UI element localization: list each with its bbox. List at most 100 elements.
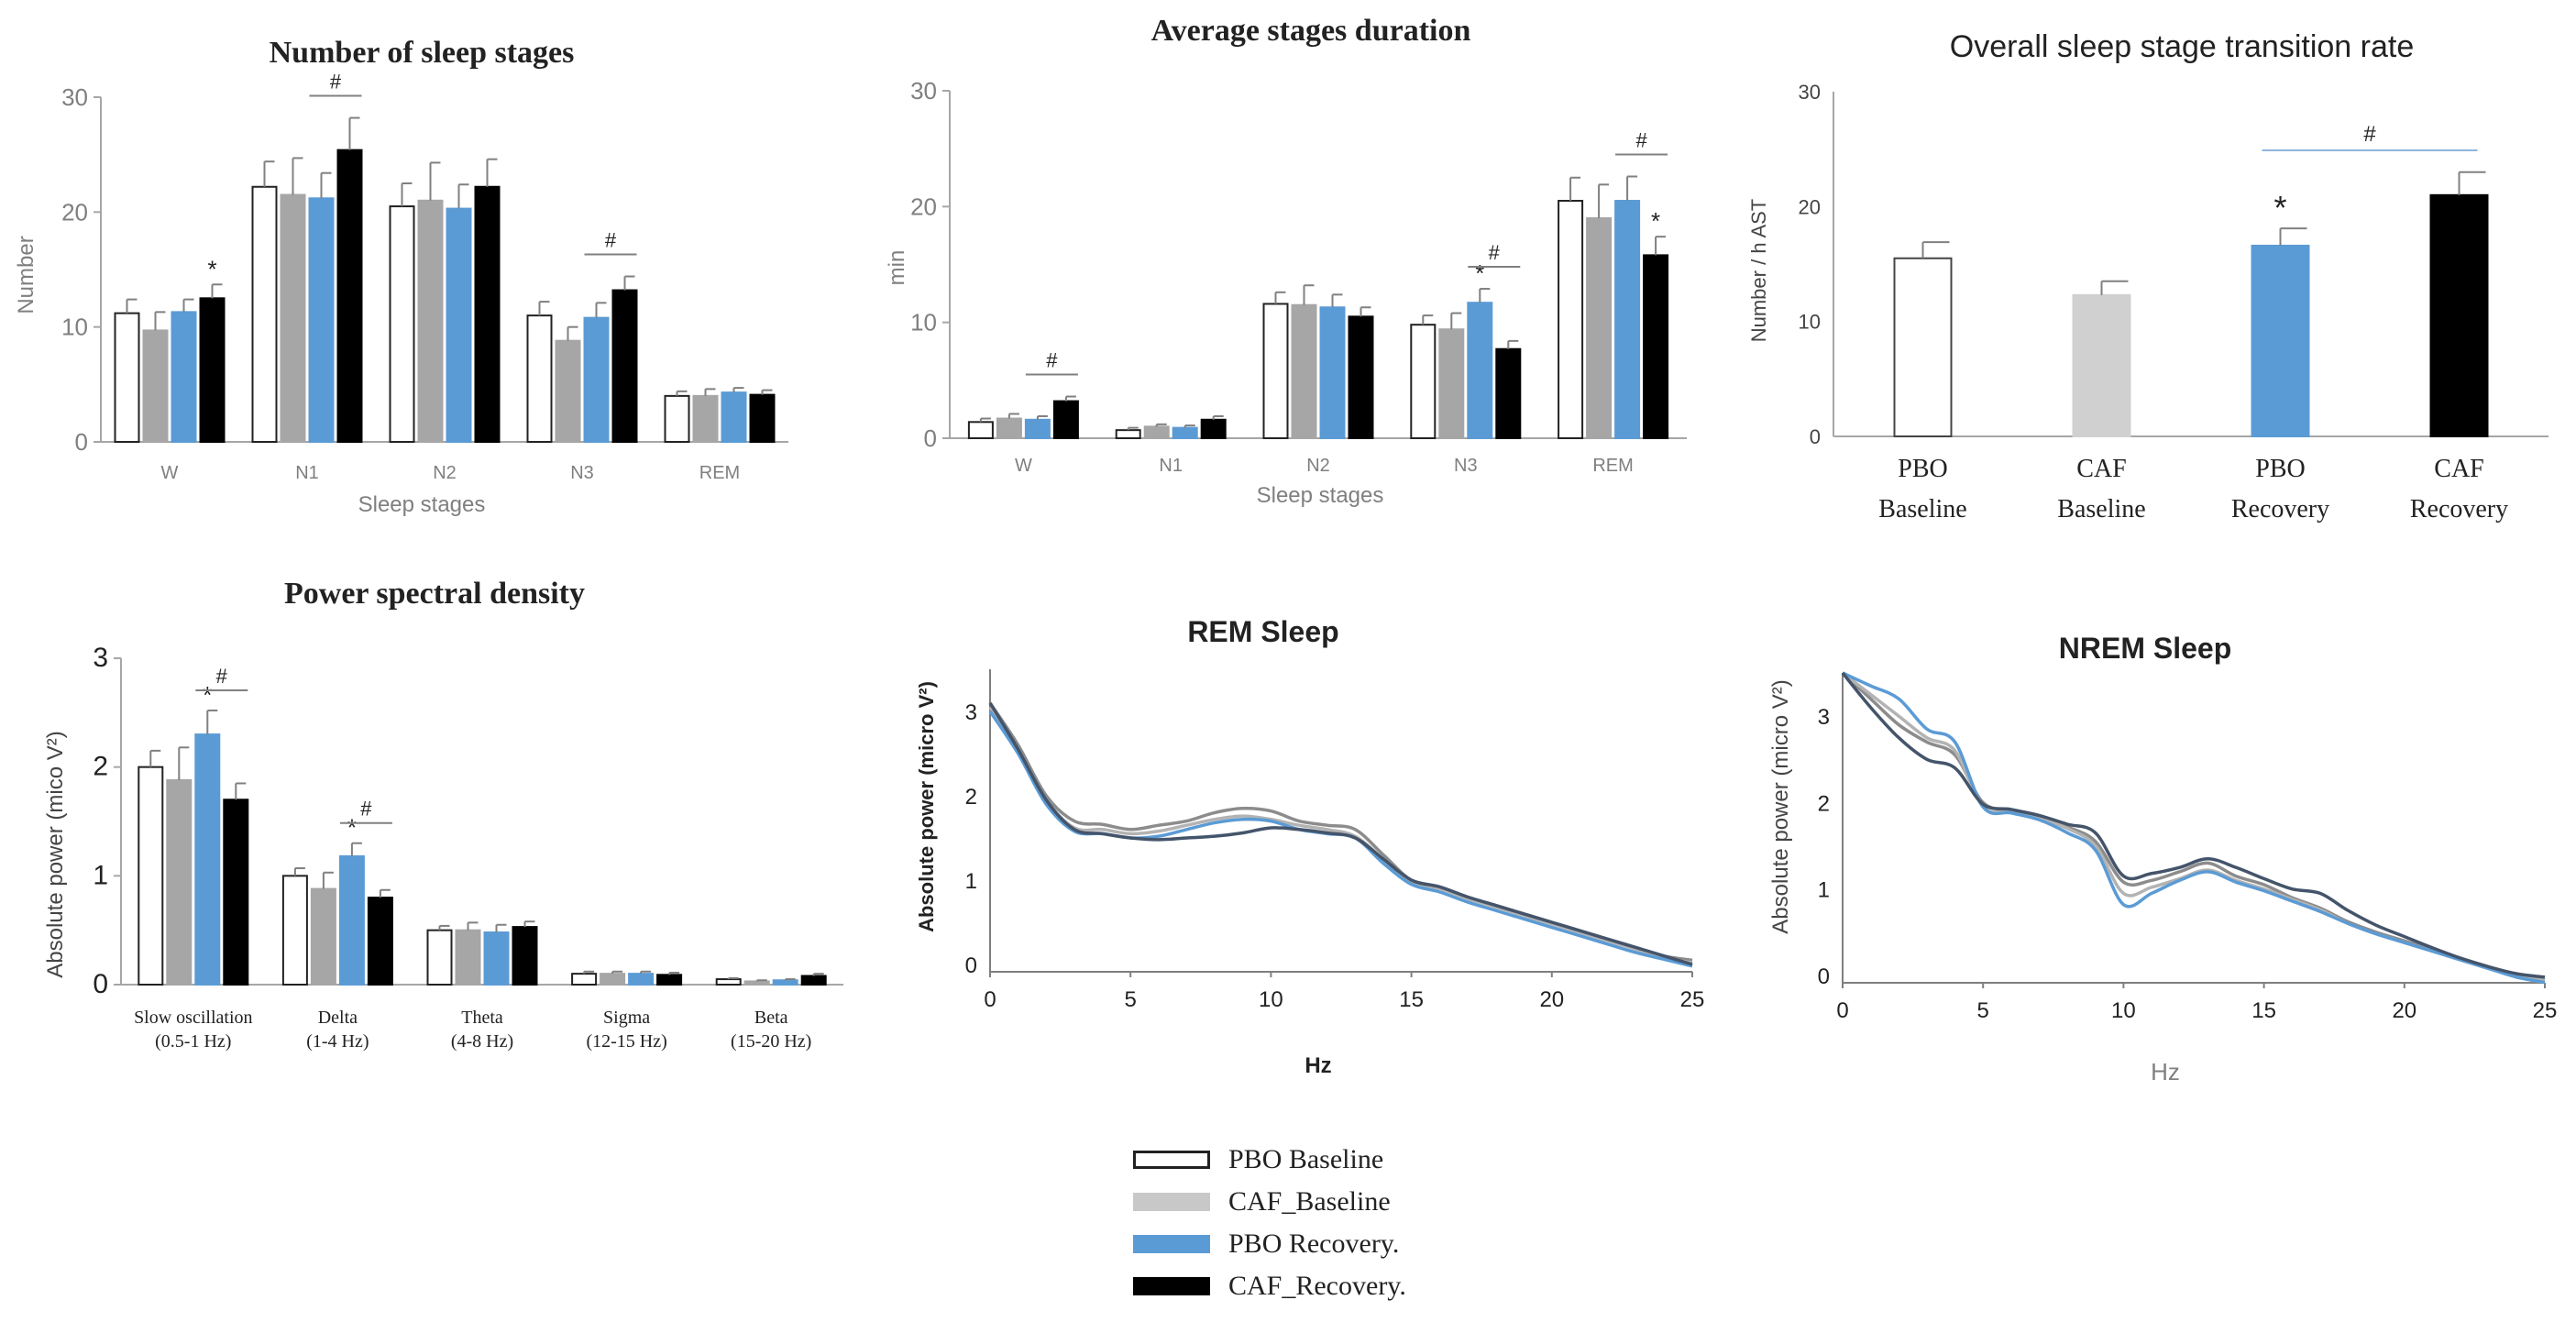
category-label: W: [161, 463, 179, 483]
line-pbo-recovery: [1842, 671, 2546, 985]
bar-caf-recovery: [1643, 254, 1669, 440]
bar-pbo-baseline: [114, 312, 140, 444]
bar-caf-recovery: [1052, 400, 1079, 439]
bar-pbo-recovery: [628, 973, 655, 986]
significance-star: *: [1475, 259, 1484, 287]
bar-pbo-baseline: [664, 394, 690, 444]
y-tick-label: 3: [1818, 705, 1830, 730]
chart-title: Overall sleep stage transition rate: [1950, 29, 2414, 64]
category-label: (12-15 Hz): [586, 1031, 666, 1052]
bar-pbo-baseline: [526, 314, 553, 443]
bar-pbo-recovery: [171, 311, 197, 443]
bar-pbo-baseline: [571, 973, 598, 986]
bar-caf-recovery: [199, 297, 226, 444]
y-tick-label: 20: [1799, 195, 1821, 218]
bar-pbo-recovery: [308, 197, 335, 443]
significance-hash: #: [1489, 241, 1501, 264]
y-tick-label: 20: [910, 193, 937, 220]
significance-hash: #: [1046, 349, 1058, 372]
chart-average-stages-duration: Average stages duration Sleep stages min…: [885, 14, 1687, 508]
bar-pbo-recovery: [772, 979, 798, 986]
significance-hash: #: [330, 71, 342, 94]
bar-caf-recovery: [512, 926, 538, 986]
bar-pbo-recovery: [721, 391, 747, 443]
bar-caf-baseline: [455, 929, 481, 986]
bar-caf-recovery: [336, 149, 363, 444]
bar-caf-baseline: [310, 887, 336, 986]
significance-star: *: [347, 814, 357, 842]
x-tick-label: 15: [1399, 987, 1424, 1012]
x-tick-label: 0: [984, 987, 996, 1012]
y-tick-label: 10: [61, 314, 88, 341]
legend: PBO Baseline CAF_Baseline PBO Recovery. …: [1133, 1139, 1555, 1307]
x-tick-label: 10: [1259, 987, 1283, 1012]
legend-swatch-pbo-recovery: [1133, 1235, 1210, 1253]
bar-caf-baseline: [280, 193, 306, 444]
category-label: N3: [1454, 456, 1478, 476]
bar-pbo-baseline: [281, 875, 308, 986]
chart-title: NREM Sleep: [2059, 632, 2231, 665]
legend-item: PBO Recovery.: [1133, 1223, 1555, 1265]
category-label: REM: [699, 463, 740, 483]
bar-pbo-baseline: [1115, 429, 1141, 440]
bar-pbo-recovery: [338, 854, 365, 986]
bar-caf-baseline: [1586, 216, 1613, 439]
bar-pbo-recovery: [483, 931, 510, 986]
significance-star: *: [207, 255, 216, 282]
line-caf-baseline: [988, 706, 1693, 964]
bar-caf-recovery: [800, 975, 827, 986]
y-axis-label: Number: [14, 236, 39, 314]
bar-caf-baseline: [600, 973, 626, 986]
x-tick-label: 0: [1836, 998, 1848, 1023]
category-label: CAF: [2434, 455, 2483, 483]
bar-pbo-baseline: [715, 978, 742, 986]
significance-hash: #: [605, 229, 617, 252]
bar-pbo-baseline: [1410, 324, 1437, 439]
y-tick-label: 2: [93, 752, 108, 782]
category-label: Recovery: [2410, 495, 2508, 523]
bar-caf-baseline: [1143, 425, 1170, 440]
significance-hash: #: [2363, 122, 2376, 147]
bar-caf-recovery: [474, 185, 501, 443]
chart-title: Power spectral density: [284, 577, 585, 611]
line-pbo-baseline: [1841, 671, 2546, 982]
x-tick-label: 10: [2111, 998, 2136, 1023]
y-tick-label: 10: [910, 309, 937, 336]
bar-caf-recovery: [367, 897, 393, 986]
x-tick-label: 5: [1125, 987, 1137, 1012]
x-tick-label: 20: [1539, 987, 1564, 1012]
bar-caf-baseline: [1438, 328, 1465, 440]
category-label: N1: [295, 463, 319, 483]
bar-pbo-baseline: [138, 766, 164, 986]
y-tick-label: 3: [93, 643, 108, 673]
legend-swatch-pbo-baseline: [1133, 1151, 1210, 1169]
category-label: Beta: [754, 1008, 788, 1028]
y-tick-label: 0: [1818, 964, 1830, 989]
category-label: Recovery: [2231, 495, 2329, 523]
bar: [2429, 193, 2489, 438]
legend-label: PBO Baseline: [1228, 1144, 1384, 1174]
chart-power-spectral-density: Power spectral density Absolute power (m…: [43, 577, 843, 1052]
bar-pbo-recovery: [583, 316, 610, 444]
category-label: CAF: [2076, 455, 2126, 483]
bar-pbo-recovery: [1319, 306, 1346, 440]
significance-star: *: [1651, 207, 1660, 235]
bar-caf-baseline: [996, 417, 1022, 440]
chart-nrem-sleep: NREM Sleep Hz Absolute power (micro V²) …: [1768, 632, 2557, 1085]
y-tick-label: 1: [1818, 878, 1830, 903]
bar-pbo-recovery: [1024, 418, 1051, 439]
bar-pbo-recovery: [1614, 200, 1641, 439]
bar-caf-baseline: [692, 394, 719, 444]
x-axis-label: Hz: [2151, 1058, 2180, 1085]
bar-pbo-recovery: [446, 207, 472, 443]
x-axis-label: Sleep stages: [1257, 483, 1384, 508]
chart-rem-sleep: REM Sleep Hz Absolute power (micro V²) 0…: [915, 615, 1704, 1078]
y-tick-label: 10: [1799, 311, 1821, 334]
y-tick-label: 0: [93, 969, 108, 999]
category-label: N2: [1306, 456, 1330, 476]
category-label: N3: [570, 463, 594, 483]
category-label: (15-20 Hz): [731, 1031, 811, 1052]
legend-label: CAF_Recovery.: [1228, 1271, 1406, 1301]
bar-pbo-baseline: [251, 185, 278, 443]
y-tick-label: 0: [924, 424, 937, 452]
